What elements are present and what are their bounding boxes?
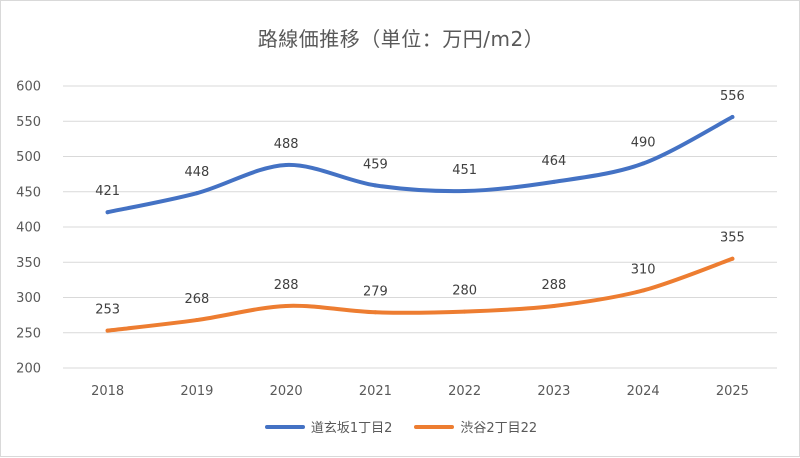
legend-label-series-2: 渋谷2丁目22 xyxy=(460,421,538,436)
data-label: 268 xyxy=(184,292,209,307)
x-tick-label: 2019 xyxy=(180,384,213,399)
data-label: 280 xyxy=(452,284,477,299)
chart-legend: 道玄坂1丁目2 渋谷2丁目22 xyxy=(1,417,800,436)
y-tick-label: 600 xyxy=(16,80,41,95)
data-point xyxy=(641,288,646,293)
data-point xyxy=(194,318,199,323)
data-point xyxy=(730,115,735,120)
data-label: 490 xyxy=(631,136,656,151)
data-label: 421 xyxy=(95,184,120,199)
legend-item-series-2: 渋谷2丁目22 xyxy=(414,417,537,436)
series-line-2 xyxy=(105,256,735,333)
x-tick-label: 2021 xyxy=(359,384,392,399)
legend-item-series-1: 道玄坂1丁目2 xyxy=(264,417,393,436)
data-label: 488 xyxy=(274,137,299,152)
data-point xyxy=(105,210,110,215)
x-tick-label: 2025 xyxy=(716,384,749,399)
x-tick-label: 2024 xyxy=(627,384,660,399)
data-label: 451 xyxy=(452,163,477,178)
y-tick-label: 450 xyxy=(16,185,41,200)
data-label: 355 xyxy=(720,231,745,246)
x-tick-label: 2018 xyxy=(91,384,124,399)
data-point xyxy=(551,179,556,184)
data-label: 448 xyxy=(184,165,209,180)
data-point xyxy=(284,162,289,167)
data-point xyxy=(105,328,110,333)
y-tick-label: 300 xyxy=(16,291,41,306)
legend-label-series-1: 道玄坂1丁目2 xyxy=(310,421,393,436)
data-point xyxy=(730,256,735,261)
data-point xyxy=(194,191,199,196)
data-point xyxy=(284,303,289,308)
chart-title: 路線価推移（単位：万円/m2） xyxy=(257,27,545,51)
data-label: 279 xyxy=(363,284,388,299)
y-tick-label: 550 xyxy=(16,115,41,130)
data-point xyxy=(551,303,556,308)
data-label: 288 xyxy=(274,278,299,293)
legend-swatch-series-2 xyxy=(414,424,455,429)
data-label: 253 xyxy=(95,303,120,318)
y-tick-label: 400 xyxy=(16,221,41,236)
x-tick-label: 2020 xyxy=(270,384,303,399)
data-point xyxy=(373,183,378,188)
y-tick-label: 250 xyxy=(16,326,41,341)
data-label: 464 xyxy=(541,154,566,169)
x-tick-label: 2022 xyxy=(448,384,481,399)
data-label: 310 xyxy=(631,262,656,277)
data-label: 556 xyxy=(720,89,745,104)
y-tick-label: 500 xyxy=(16,150,41,165)
data-point xyxy=(462,189,467,194)
y-tick-label: 200 xyxy=(16,362,41,377)
data-point xyxy=(373,310,378,315)
data-label: 288 xyxy=(541,278,566,293)
data-label: 459 xyxy=(363,157,388,172)
y-tick-label: 350 xyxy=(16,256,41,271)
data-point xyxy=(462,309,467,314)
data-point xyxy=(641,161,646,166)
x-tick-label: 2023 xyxy=(537,384,570,399)
legend-swatch-series-1 xyxy=(264,424,305,429)
